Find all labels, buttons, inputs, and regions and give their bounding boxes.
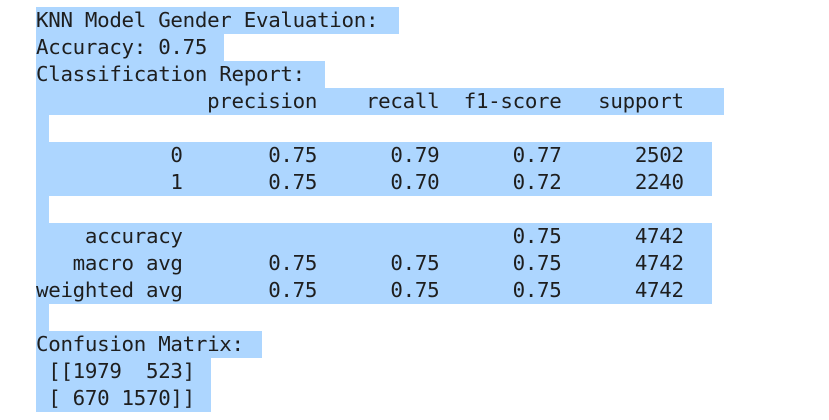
output-text: Classification Report: xyxy=(36,62,305,86)
output-text: Confusion Matrix: xyxy=(36,332,244,356)
output-text: macro avg 0.75 0.75 0.75 4742 xyxy=(36,251,684,275)
output-text: [[1979 523] xyxy=(36,359,195,383)
output-text: accuracy 0.75 4742 xyxy=(36,224,684,248)
output-text: weighted avg 0.75 0.75 0.75 4742 xyxy=(36,278,684,302)
output-text: 1 0.75 0.70 0.72 2240 xyxy=(36,170,684,194)
output-text: precision recall f1-score support xyxy=(36,89,684,113)
output-text: KNN Model Gender Evaluation: xyxy=(36,8,379,32)
output-text: [ 670 1570]] xyxy=(36,386,195,410)
output-text: 0 0.75 0.79 0.77 2502 xyxy=(36,143,684,167)
output-text: Accuracy: 0.75 xyxy=(36,35,208,59)
